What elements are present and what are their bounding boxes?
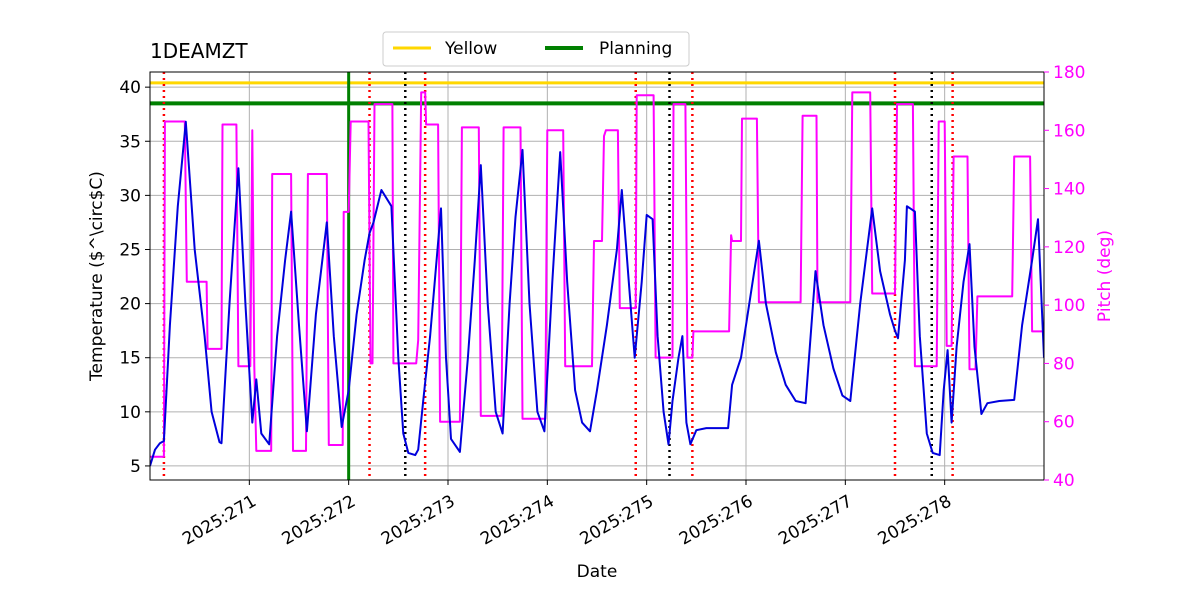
x-axis-label: Date bbox=[577, 562, 618, 582]
series-lines bbox=[150, 91, 1044, 467]
x-tick-label: 2025:271 bbox=[179, 491, 260, 549]
x-tick-label: 2025:278 bbox=[875, 491, 956, 549]
x-tick-label: 2025:276 bbox=[676, 491, 757, 549]
y-tick-label: 10 bbox=[119, 403, 141, 423]
chart-title: 1DEAMZT bbox=[150, 39, 248, 63]
y-right-tick-label: 80 bbox=[1053, 354, 1075, 374]
legend-label-yellow: Yellow bbox=[444, 39, 497, 59]
y-tick-label: 30 bbox=[119, 186, 141, 206]
y-tick-label: 25 bbox=[119, 240, 141, 260]
x-axis-ticks: 2025:271 2025:272 2025:273 2025:274 2025:275… bbox=[179, 480, 955, 549]
y-right-tick-label: 160 bbox=[1053, 121, 1085, 141]
x-tick-label: 2025:272 bbox=[279, 491, 360, 549]
plot-frame bbox=[149, 71, 1045, 481]
y-tick-label: 20 bbox=[119, 295, 141, 315]
y-right-tick-label: 180 bbox=[1053, 63, 1085, 83]
y-right-axis-ticks: 40 60 80 100 120 140 160 180 bbox=[1044, 63, 1085, 491]
pitch-series-line bbox=[150, 91, 1044, 458]
x-tick-label: 2025:275 bbox=[577, 491, 658, 549]
y-tick-label: 35 bbox=[119, 132, 141, 152]
temperature-series-line bbox=[150, 120, 1044, 467]
y-right-axis-label: Pitch (deg) bbox=[1095, 230, 1115, 322]
x-tick-label: 2025:273 bbox=[378, 491, 459, 549]
legend-label-planning: Planning bbox=[599, 39, 672, 59]
y-right-tick-label: 120 bbox=[1053, 238, 1085, 258]
y-axis-ticks: 5 10 15 20 25 30 35 40 bbox=[119, 78, 150, 477]
y-right-tick-label: 140 bbox=[1053, 180, 1085, 200]
y-right-tick-label: 100 bbox=[1053, 296, 1085, 316]
y-tick-label: 15 bbox=[119, 349, 141, 369]
y-tick-label: 5 bbox=[130, 457, 141, 477]
x-tick-label: 2025:277 bbox=[775, 491, 856, 549]
y-right-tick-label: 60 bbox=[1053, 413, 1075, 433]
y-right-tick-label: 40 bbox=[1053, 471, 1075, 491]
x-tick-label: 2025:274 bbox=[477, 491, 558, 549]
y-tick-label: 40 bbox=[119, 78, 141, 98]
legend-box bbox=[382, 31, 690, 67]
y-axis-label: Temperature ($^\circ$C) bbox=[87, 171, 107, 382]
legend: Yellow Planning bbox=[382, 31, 690, 67]
